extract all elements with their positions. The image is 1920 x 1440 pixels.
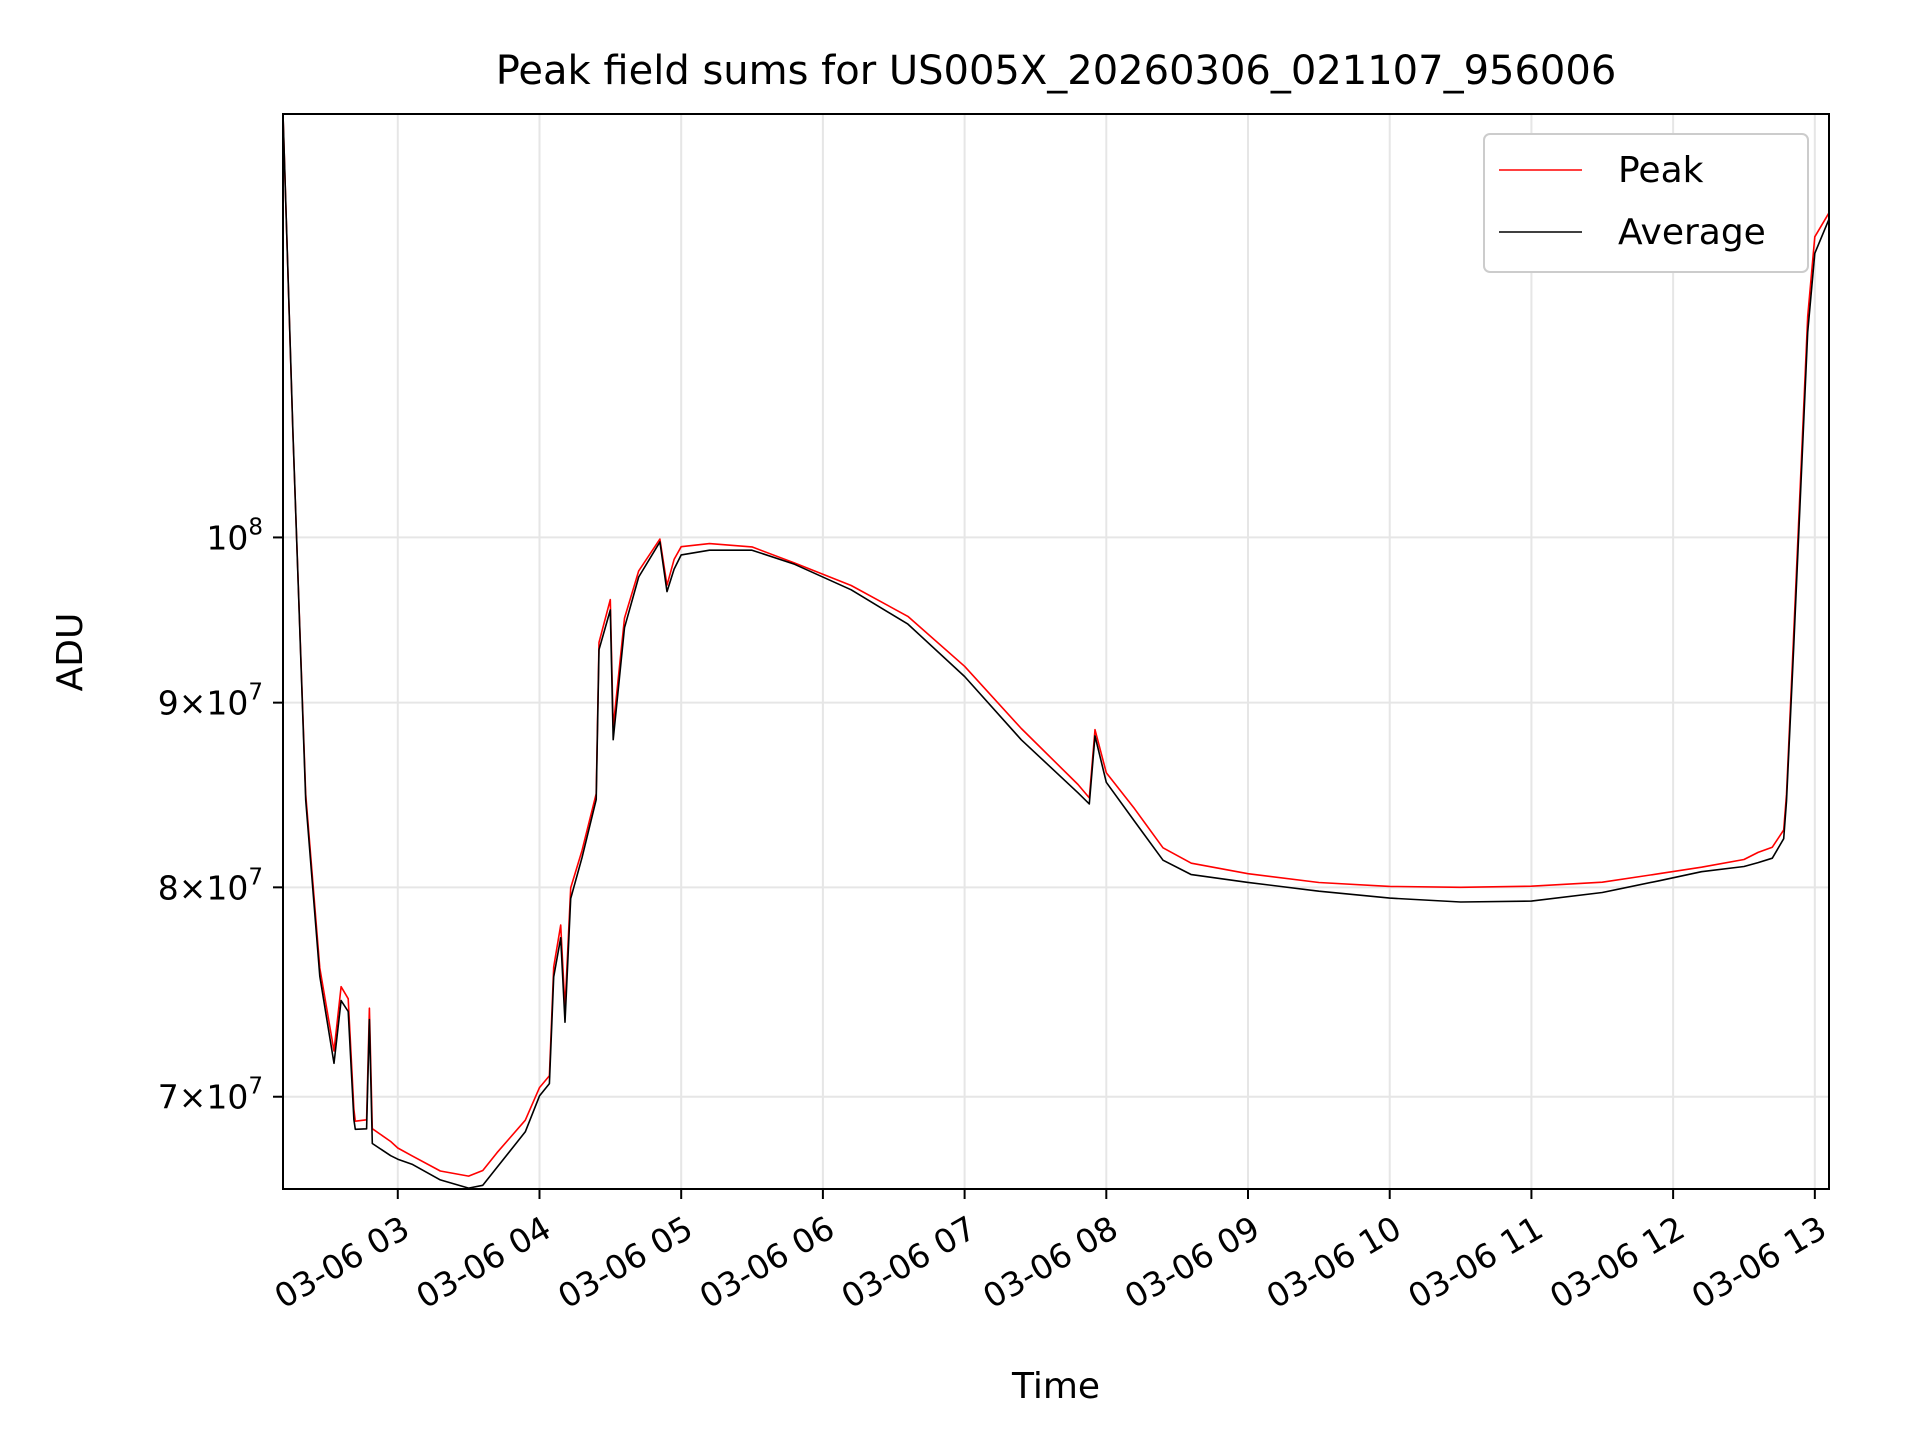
- y-tick-exponent: 8: [248, 514, 263, 540]
- x-tick-label: 03-06 07: [835, 1208, 983, 1316]
- x-tick-label: 03-06 10: [1260, 1208, 1408, 1316]
- series-lines: [282, 113, 1830, 1189]
- series-average-line: [282, 113, 1830, 1189]
- y-tick-mantissa: 9: [158, 684, 179, 723]
- x-tick-label: 03-06 04: [409, 1208, 557, 1316]
- y-tick-mantissa: 8: [158, 868, 179, 907]
- y-axis: 7×107 8×107 9×107 108: [158, 514, 283, 1117]
- y-tick-mantissa: 7: [158, 1078, 179, 1117]
- x-tick-label: 03-06 09: [1118, 1208, 1266, 1316]
- x-axis-label: Time: [1011, 1366, 1100, 1407]
- legend-average-label: Average: [1618, 212, 1766, 253]
- x-tick-label: 03-06 06: [693, 1208, 841, 1316]
- y-tick-exponent: 7: [248, 864, 263, 890]
- grid: [283, 114, 1829, 1189]
- y-tick-label: 8×107: [158, 864, 263, 907]
- legend-peak-label: Peak: [1618, 150, 1704, 191]
- y-tick-label: 7×107: [158, 1074, 263, 1117]
- series-peak-line: [282, 113, 1830, 1177]
- x-tick-label: 03-06 08: [976, 1208, 1124, 1316]
- y-tick-label: 108: [206, 514, 263, 557]
- y-tick-exponent: 7: [248, 1074, 263, 1100]
- plot-frame: [282, 113, 1830, 1190]
- x-tick-label: 03-06 11: [1401, 1208, 1549, 1316]
- x-tick-label: 03-06 13: [1685, 1208, 1833, 1316]
- y-tick-exponent: 7: [248, 680, 263, 706]
- y-axis-label: ADU: [50, 613, 91, 692]
- x-tick-label: 03-06 03: [268, 1208, 416, 1316]
- chart-title: Peak field sums for US005X_20260306_0211…: [496, 48, 1617, 94]
- x-tick-label: 03-06 05: [551, 1208, 699, 1316]
- legend-box: [1483, 133, 1809, 273]
- x-tick-label: 03-06 12: [1543, 1208, 1691, 1316]
- legend: Peak Average: [1483, 133, 1809, 273]
- y-tick-label: 9×107: [158, 680, 263, 723]
